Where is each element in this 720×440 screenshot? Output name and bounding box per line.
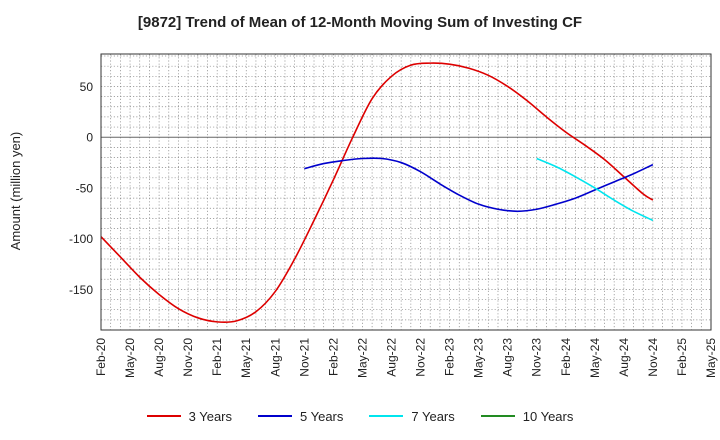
y-tick-label: 0 (86, 131, 93, 145)
series-line-3-years (100, 62, 654, 324)
chart-title: [9872] Trend of Mean of 12-Month Moving … (137, 14, 583, 31)
x-tick-label: Feb-24 (559, 338, 573, 376)
x-tick-label: Nov-24 (646, 338, 660, 377)
legend-item-10-years: 10 Years (480, 408, 574, 424)
plot-frame (100, 53, 712, 331)
x-tick-label: Feb-21 (210, 338, 224, 376)
x-tick-label: Feb-23 (443, 338, 457, 376)
x-tick-label: Aug-20 (152, 338, 166, 377)
x-tick-label: Aug-24 (617, 338, 631, 377)
x-tick-label: Nov-20 (181, 338, 195, 377)
series-line-7-years (536, 157, 654, 222)
y-tick-label: -150 (69, 283, 93, 297)
legend: 3 Years 5 Years 7 Years 10 Years (0, 405, 720, 427)
x-tick-label: Nov-21 (297, 338, 311, 377)
x-tick-label: Nov-23 (530, 338, 544, 377)
y-tick-label: -100 (69, 232, 93, 246)
legend-swatch (369, 415, 404, 417)
series-line-5-years (304, 157, 654, 213)
legend-item-3-years: 3 Years (146, 408, 232, 424)
y-tick-label: -50 (76, 181, 94, 195)
x-tick-label: Feb-20 (94, 338, 108, 376)
x-tick-label: Feb-25 (675, 338, 689, 376)
x-tick-label: May-23 (472, 338, 486, 378)
x-tick-label: May-21 (239, 338, 253, 378)
x-tick-label: May-20 (123, 338, 137, 378)
x-tick-label: Aug-22 (384, 338, 398, 377)
legend-item-5-years: 5 Years (258, 409, 343, 424)
y-axis-label: Amount (million yen) (8, 132, 23, 251)
x-tick-label: Aug-23 (501, 338, 515, 377)
x-tick-label: Nov-22 (414, 338, 428, 377)
legend-label: 7 Years (411, 408, 455, 424)
x-tick-label: Aug-21 (268, 338, 282, 377)
legend-swatch (480, 415, 515, 417)
x-tick-label: May-22 (355, 338, 369, 378)
legend-swatch (258, 415, 292, 417)
legend-item-7-years: 7 Years (369, 408, 455, 424)
x-tick-label: May-25 (704, 338, 718, 378)
x-tick-label: May-24 (588, 338, 602, 378)
legend-label: 10 Years (522, 408, 574, 424)
legend-swatch (146, 415, 181, 417)
y-tick-label: 50 (80, 80, 94, 94)
legend-label: 5 Years (300, 408, 344, 424)
x-tick-label: Feb-22 (326, 338, 340, 376)
legend-label: 3 Years (188, 408, 232, 424)
